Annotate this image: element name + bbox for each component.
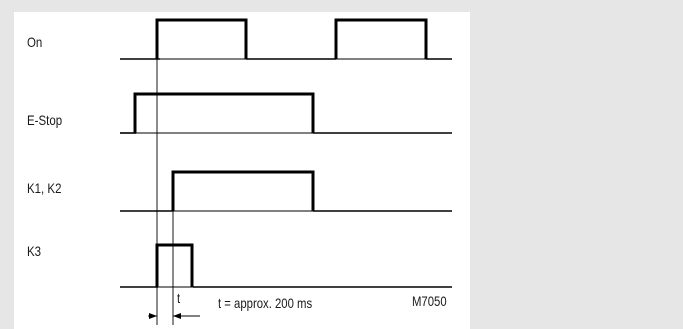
signal-label-estop: E-Stop xyxy=(27,112,62,128)
pulse-on-2 xyxy=(334,18,428,59)
timing-note: t = approx. 200 ms xyxy=(218,296,312,311)
dimension-arrow-left xyxy=(149,313,157,319)
signal-label-k1-k2: K1, K2 xyxy=(27,180,61,196)
pulse-k3 xyxy=(155,243,194,287)
interval-label: t xyxy=(177,291,181,306)
signal-label-k3: K3 xyxy=(27,243,41,259)
signal-label-on: On xyxy=(27,34,42,50)
pulse-on-1 xyxy=(155,18,248,59)
pulse-estop xyxy=(133,92,315,133)
pulse-k1-k2 xyxy=(171,170,315,211)
drawing-code: M7050 xyxy=(412,294,447,309)
dimension-arrow-right xyxy=(173,313,181,319)
